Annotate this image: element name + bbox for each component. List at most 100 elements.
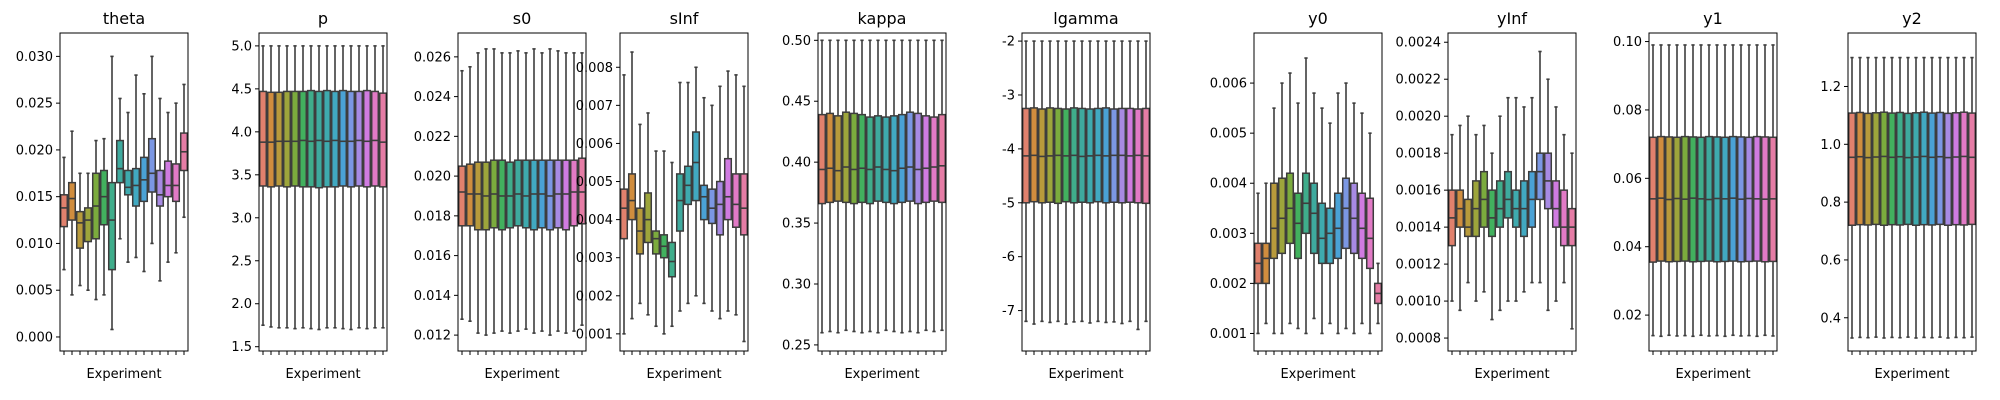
- box-body: [290, 90, 300, 187]
- y-tick-label: 0.018: [414, 209, 451, 224]
- axes-frame: [59, 32, 189, 352]
- box-body: [1277, 177, 1287, 255]
- y-tick-label: 0.10: [1613, 35, 1642, 50]
- box-0: [1847, 56, 1857, 339]
- box-body: [83, 207, 93, 243]
- x-axis-label: Experiment: [1675, 367, 1750, 382]
- box-2: [473, 52, 483, 334]
- box-body: [107, 181, 117, 271]
- box-9: [889, 39, 899, 333]
- box-9: [1325, 122, 1335, 325]
- y-tick-label: 0.022: [414, 130, 451, 145]
- axes-frame: [1253, 32, 1383, 352]
- box-15: [179, 83, 189, 219]
- box-12: [1943, 56, 1953, 339]
- box-0: [1447, 133, 1457, 302]
- box-8: [1712, 44, 1722, 337]
- panel-title: y2: [1902, 9, 1922, 28]
- box-11: [905, 39, 915, 333]
- y-tick-label: 0.005: [576, 175, 613, 190]
- box-5: [1293, 102, 1303, 330]
- box-1: [266, 45, 276, 328]
- box-13: [1951, 56, 1961, 339]
- box-10: [897, 39, 907, 334]
- box-body: [545, 159, 555, 231]
- box-body: [505, 161, 515, 229]
- box-body: [881, 116, 891, 204]
- box-11: [147, 55, 157, 245]
- box-3: [1871, 56, 1881, 338]
- x-axis-label: Experiment: [285, 367, 360, 382]
- box-body: [1551, 180, 1561, 228]
- box-14: [171, 102, 181, 254]
- box-12: [1349, 102, 1359, 335]
- box-body: [1903, 112, 1913, 226]
- box-14: [370, 45, 380, 329]
- box-body: [457, 165, 467, 227]
- box-8: [1085, 40, 1095, 324]
- box-4: [1285, 72, 1295, 325]
- y-tick-label: 0.0020: [1396, 110, 1442, 125]
- box-body: [1871, 112, 1881, 226]
- axes-frame: [817, 32, 947, 352]
- box-9: [691, 66, 701, 297]
- panel-title: s0: [513, 9, 532, 28]
- box-7: [314, 45, 324, 331]
- box-body: [921, 115, 931, 204]
- box-body: [1887, 112, 1897, 226]
- box-0: [1253, 192, 1263, 335]
- box-0: [1021, 40, 1031, 323]
- y-tick-label: 0.006: [576, 137, 613, 152]
- box-7: [115, 97, 125, 240]
- box-11: [346, 45, 356, 331]
- box-body: [577, 157, 587, 225]
- box-15: [577, 52, 587, 326]
- box-body: [1261, 242, 1271, 285]
- box-body: [1559, 189, 1569, 247]
- box-body: [937, 113, 947, 204]
- box-body: [282, 90, 292, 188]
- panel-5: -7 -6 -5 -4 -3 -2 lgamma Experiment: [1002, 9, 1151, 382]
- box-10: [139, 92, 149, 273]
- box-4: [1479, 124, 1489, 293]
- panel-7: 0.0008 0.0010 0.0012 0.0014 0.0016 0.0018 0.00…: [1396, 9, 1577, 382]
- box-12: [354, 45, 364, 329]
- box-11: [707, 104, 717, 312]
- box-9: [1519, 106, 1529, 293]
- y-tick-label: 0.004: [576, 213, 613, 228]
- y-tick-label: 0.008: [576, 61, 613, 76]
- box-4: [1680, 44, 1690, 337]
- box-body: [513, 159, 523, 227]
- box-10: [1927, 56, 1937, 339]
- box-body: [569, 159, 579, 227]
- box-14: [1133, 40, 1143, 331]
- box-3: [481, 48, 491, 336]
- y-tick-label: 0.001: [576, 327, 613, 342]
- y-tick-label: 0.0012: [1396, 258, 1442, 273]
- y-tick-label: 0.004: [1210, 177, 1247, 192]
- box-body: [1487, 189, 1497, 238]
- box-body: [147, 137, 157, 193]
- box-3: [1045, 40, 1055, 324]
- box-6: [667, 161, 677, 328]
- box-1: [825, 39, 835, 333]
- box-body: [873, 115, 883, 202]
- box-12: [1744, 44, 1754, 337]
- box-body: [59, 194, 69, 228]
- box-10: [537, 52, 547, 332]
- box-body: [897, 113, 907, 204]
- box-body: [1919, 111, 1929, 226]
- axes-frame: [1847, 32, 1977, 352]
- y-tick-label: -7: [1002, 304, 1015, 319]
- box-body: [841, 111, 851, 204]
- box-15: [1567, 152, 1577, 330]
- box-body: [1357, 192, 1367, 260]
- axes-frame: [457, 32, 587, 352]
- y-tick-label: 4.0: [231, 125, 252, 140]
- box-body: [1672, 136, 1682, 263]
- panel-2: 0.012 0.014 0.016 0.018 0.020 0.022 0.024 0.026…: [414, 9, 587, 382]
- box-7: [513, 50, 523, 332]
- box-13: [1551, 106, 1561, 302]
- y-tick-label: 0.4: [1820, 311, 1841, 326]
- panel-title: y1: [1703, 9, 1723, 28]
